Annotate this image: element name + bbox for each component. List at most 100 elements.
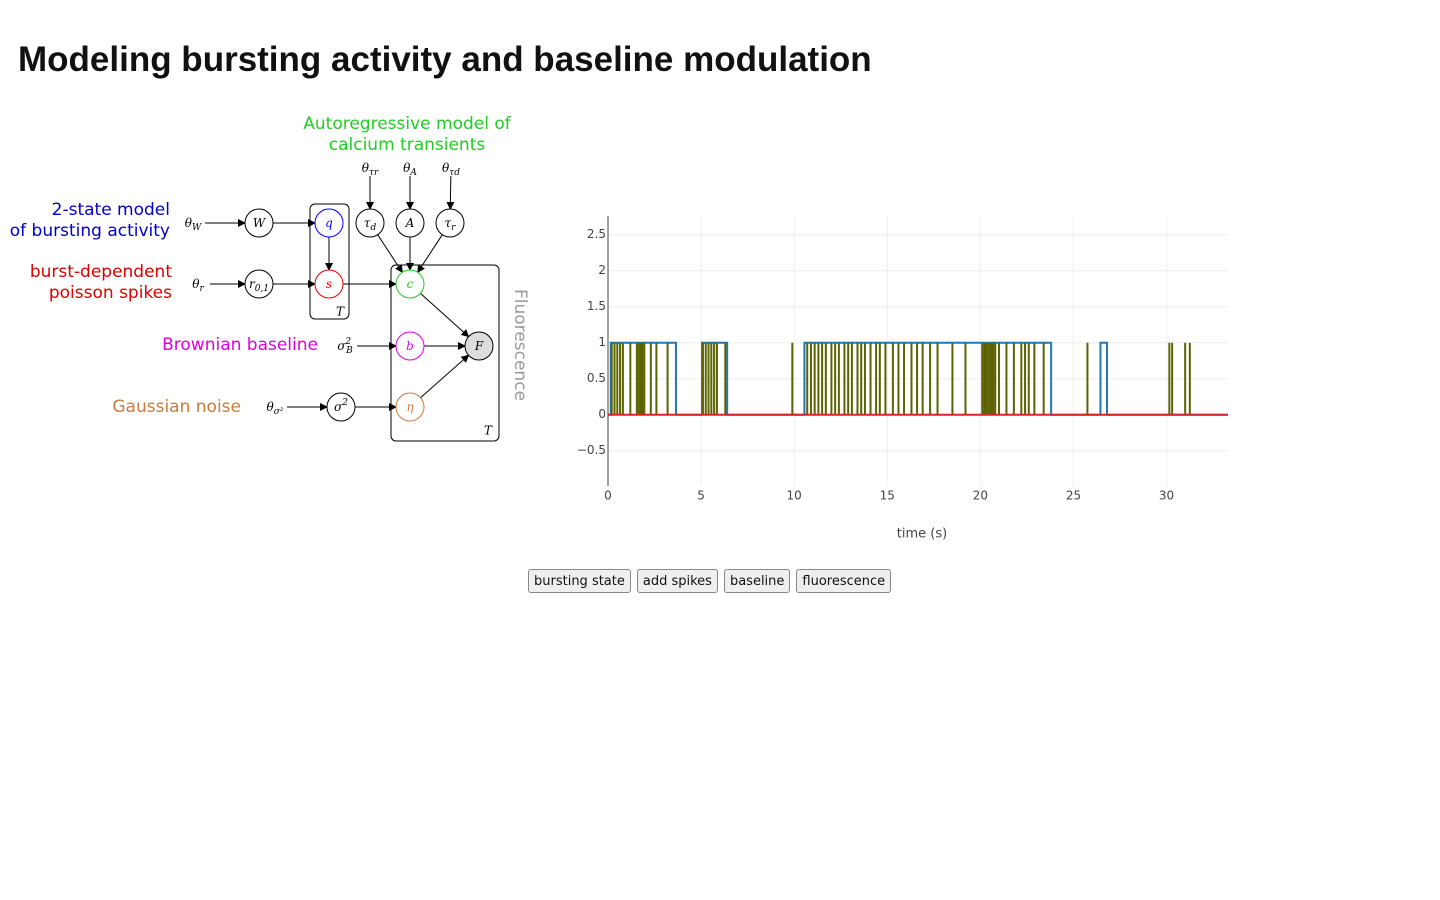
node [464, 331, 494, 361]
math-sup: 2 [341, 398, 348, 408]
annotation: of bursting activity [10, 221, 170, 241]
math-base: τ [364, 216, 371, 230]
math-label: η [406, 400, 414, 414]
x-tick-label: 25 [1066, 489, 1081, 503]
math-label: r0,1 [249, 277, 269, 294]
math-base: σ [337, 339, 346, 353]
y-tick-label: −0.5 [577, 443, 606, 457]
toggle-button[interactable]: fluorescence [796, 569, 892, 593]
math-sub: d [370, 223, 376, 233]
math-base: A [405, 216, 415, 230]
math-base: θ [185, 216, 193, 230]
math-label: W [253, 216, 267, 230]
node [326, 392, 356, 422]
y-tick-label: 2 [598, 263, 606, 277]
math-base: b [406, 339, 414, 353]
toggle-button[interactable]: bursting state [528, 569, 631, 593]
math-sub: 0,1 [255, 284, 269, 294]
annotation: poisson spikes [49, 283, 172, 303]
math-base: η [406, 400, 414, 414]
annotation: Autoregressive model of [303, 114, 512, 134]
annotation: Brownian baseline [162, 335, 318, 355]
math-label: θr [192, 277, 204, 294]
math-base: θ [267, 400, 275, 414]
math-label: s [326, 277, 332, 291]
math-sub: A [409, 168, 417, 178]
x-tick-label: 5 [697, 489, 705, 503]
node [314, 269, 344, 299]
edge [446, 175, 455, 211]
node [355, 208, 385, 238]
node [435, 208, 465, 238]
node [314, 208, 344, 238]
math-base: τ [445, 216, 452, 230]
math-label: τr [445, 216, 457, 233]
plate-label: T [484, 424, 493, 438]
math-sub: τd [449, 168, 460, 178]
math-base: F [474, 339, 484, 353]
math-sub: σ² [274, 407, 284, 417]
math-label: θτd [442, 161, 460, 178]
math-sub: r [451, 223, 456, 233]
math-label: σ2 B [337, 337, 353, 356]
math-label: θτr [362, 161, 379, 178]
y-tick-label: 1 [598, 335, 606, 349]
toggle-button[interactable]: baseline [723, 569, 791, 593]
annotation: calcium transients [329, 135, 486, 155]
math-label: σ2 [334, 398, 348, 414]
x-tick-label: 15 [880, 489, 895, 503]
math-base: W [253, 216, 267, 230]
math-base: r [249, 277, 256, 291]
chart: −0.5 0 0.5 1 1.5 2 2.5 0 5 10 15 20 25 30 time (s) [577, 216, 1228, 542]
node [395, 208, 425, 238]
math-label: θA [403, 161, 417, 178]
math-base: σ [334, 400, 343, 414]
math-label: b [406, 339, 414, 353]
x-tick-label: 20 [973, 489, 988, 503]
x-tick-label: 0 [604, 489, 612, 503]
annotation: Fluorescence [510, 289, 530, 401]
math-label: A [405, 216, 415, 230]
annotation: 2-state model [52, 200, 170, 220]
math-base: q [325, 216, 333, 230]
edge [417, 234, 443, 274]
node [244, 208, 274, 238]
math-label: c [407, 277, 414, 291]
node [395, 392, 425, 422]
math-sup: 2 [344, 337, 351, 347]
node [395, 331, 425, 361]
math-sub: τr [369, 168, 379, 178]
math-label: F [474, 339, 484, 353]
button-row: bursting state add spikes baseline fluoresc… [528, 569, 892, 593]
annotation: burst-dependent [30, 262, 173, 282]
math-sub: B [345, 346, 353, 356]
math-label: θW [185, 216, 202, 233]
page-title: Modeling bursting activity and baseline … [18, 40, 872, 79]
plate-label: T [336, 305, 345, 319]
node [244, 269, 274, 299]
y-tick-label: 1.5 [587, 299, 606, 313]
math-sub: r [199, 284, 204, 294]
annotation: Gaussian noise [112, 397, 241, 417]
math-base: s [326, 277, 332, 291]
node [395, 269, 425, 299]
math-base: c [407, 277, 414, 291]
math-base: θ [192, 277, 200, 291]
x-tick-label: 10 [787, 489, 802, 503]
plate [309, 203, 350, 320]
x-axis-title: time (s) [897, 527, 947, 542]
edge [420, 292, 470, 338]
toggle-button[interactable]: add spikes [636, 569, 718, 593]
math-base: θ [403, 161, 411, 175]
edge [377, 234, 403, 274]
y-tick-label: 0.5 [587, 371, 606, 385]
math-sub: W [192, 223, 202, 233]
y-tick-label: 2.5 [587, 227, 606, 241]
math-base: θ [442, 161, 450, 175]
math-base: θ [362, 161, 370, 175]
plate [390, 264, 500, 442]
x-tick-label: 30 [1159, 489, 1174, 503]
